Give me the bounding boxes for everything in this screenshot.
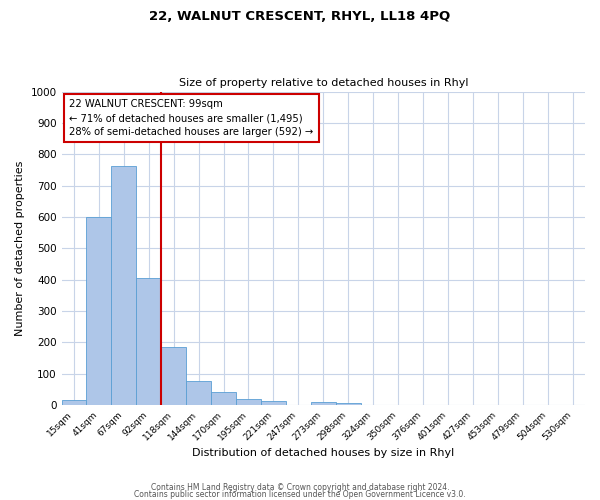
Bar — [112, 166, 136, 405]
Bar — [211, 392, 236, 405]
Bar — [161, 347, 186, 405]
X-axis label: Distribution of detached houses by size in Rhyl: Distribution of detached houses by size … — [192, 448, 454, 458]
Bar — [62, 400, 86, 405]
Bar — [336, 403, 361, 405]
Bar — [186, 382, 211, 405]
Title: Size of property relative to detached houses in Rhyl: Size of property relative to detached ho… — [179, 78, 468, 88]
Text: Contains HM Land Registry data © Crown copyright and database right 2024.: Contains HM Land Registry data © Crown c… — [151, 484, 449, 492]
Bar — [86, 217, 112, 405]
Bar — [261, 401, 286, 405]
Bar — [311, 402, 336, 405]
Text: 22, WALNUT CRESCENT, RHYL, LL18 4PQ: 22, WALNUT CRESCENT, RHYL, LL18 4PQ — [149, 10, 451, 23]
Text: 22 WALNUT CRESCENT: 99sqm
← 71% of detached houses are smaller (1,495)
28% of se: 22 WALNUT CRESCENT: 99sqm ← 71% of detac… — [70, 100, 314, 138]
Bar — [136, 278, 161, 405]
Bar — [236, 400, 261, 405]
Text: Contains public sector information licensed under the Open Government Licence v3: Contains public sector information licen… — [134, 490, 466, 499]
Y-axis label: Number of detached properties: Number of detached properties — [15, 160, 25, 336]
